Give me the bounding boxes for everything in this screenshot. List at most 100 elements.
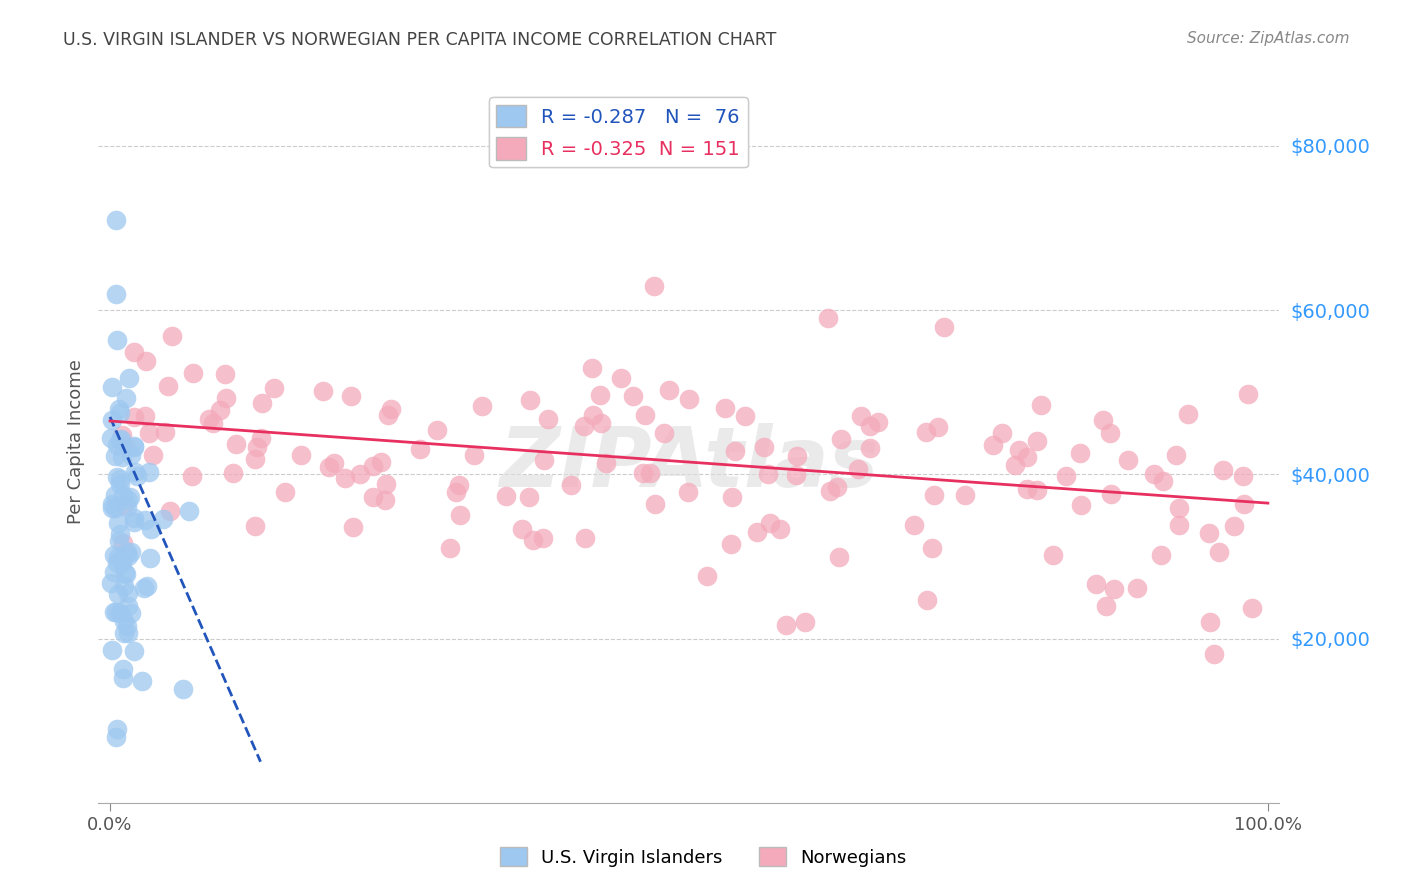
Point: [115, 500, 138, 515]
Point: [198, 411, 221, 425]
Point: [101, 643, 124, 657]
Point: [380, 401, 402, 416]
Text: U.S. VIRGIN ISLANDER VS NORWEGIAN PER CAPITA INCOME CORRELATION CHART: U.S. VIRGIN ISLANDER VS NORWEGIAN PER CA…: [63, 31, 776, 49]
Point: [471, 399, 494, 413]
Point: [463, 448, 485, 462]
Point: [644, 497, 666, 511]
Point: [243, 452, 266, 467]
Point: [1232, 469, 1254, 483]
Point: [177, 504, 200, 518]
Point: [1233, 497, 1256, 511]
Point: [818, 484, 841, 499]
Point: [104, 212, 127, 227]
Point: [215, 391, 238, 405]
Point: [104, 488, 127, 502]
Point: [101, 412, 124, 426]
Point: [775, 617, 797, 632]
Point: [830, 432, 852, 446]
Point: [377, 408, 399, 422]
Point: [638, 466, 661, 480]
Point: [160, 328, 183, 343]
Point: [131, 674, 153, 689]
Point: [510, 522, 533, 536]
Point: [1166, 448, 1188, 462]
Point: [1208, 545, 1230, 559]
Point: [1125, 581, 1147, 595]
Point: [104, 500, 127, 515]
Point: [1091, 413, 1114, 427]
Point: [125, 468, 148, 483]
Point: [141, 522, 163, 536]
Point: [1008, 442, 1031, 457]
Point: [1177, 407, 1199, 421]
Point: [1099, 486, 1122, 500]
Point: [245, 519, 267, 533]
Point: [139, 551, 162, 566]
Point: [122, 643, 145, 657]
Point: [111, 555, 134, 569]
Point: [582, 408, 605, 422]
Point: [932, 319, 955, 334]
Point: [138, 465, 160, 479]
Point: [361, 490, 384, 504]
Point: [374, 477, 396, 491]
Point: [138, 425, 160, 440]
Point: [574, 531, 596, 545]
Point: [1054, 469, 1077, 483]
Point: [859, 441, 882, 455]
Point: [117, 549, 139, 564]
Point: [1094, 599, 1116, 613]
Point: [1150, 548, 1173, 562]
Point: [104, 449, 127, 463]
Point: [112, 615, 135, 629]
Point: [107, 549, 129, 564]
Point: [1198, 525, 1220, 540]
Point: [724, 444, 747, 458]
Point: [374, 493, 396, 508]
Point: [342, 520, 364, 534]
Point: [112, 488, 135, 502]
Point: [201, 416, 224, 430]
Point: [560, 477, 582, 491]
Point: [610, 370, 633, 384]
Point: [105, 557, 128, 571]
Point: [868, 415, 890, 429]
Point: [108, 606, 131, 620]
Point: [1015, 482, 1038, 496]
Point: [581, 360, 603, 375]
Point: [678, 392, 700, 407]
Point: [114, 439, 136, 453]
Point: [101, 380, 124, 394]
Point: [1069, 446, 1091, 460]
Point: [654, 426, 676, 441]
Point: [1070, 498, 1092, 512]
Point: [1204, 647, 1226, 661]
Point: [713, 401, 735, 415]
Point: [117, 370, 139, 384]
Point: [122, 439, 145, 453]
Point: [1237, 386, 1260, 401]
Point: [110, 432, 132, 446]
Point: [114, 566, 136, 580]
Point: [108, 402, 131, 417]
Point: [112, 498, 135, 512]
Point: [991, 425, 1014, 440]
Point: [107, 587, 129, 601]
Point: [122, 515, 145, 529]
Point: [537, 412, 560, 426]
Point: [734, 409, 756, 424]
Point: [246, 440, 269, 454]
Text: Source: ZipAtlas.com: Source: ZipAtlas.com: [1187, 31, 1350, 46]
Point: [449, 508, 471, 522]
Point: [105, 722, 128, 736]
Point: [112, 626, 135, 640]
Point: [225, 437, 247, 451]
Point: [745, 524, 768, 539]
Point: [793, 615, 815, 630]
Point: [290, 449, 312, 463]
Point: [1031, 398, 1053, 412]
Point: [103, 548, 125, 562]
Point: [1223, 519, 1246, 533]
Point: [124, 465, 146, 479]
Point: [914, 425, 936, 439]
